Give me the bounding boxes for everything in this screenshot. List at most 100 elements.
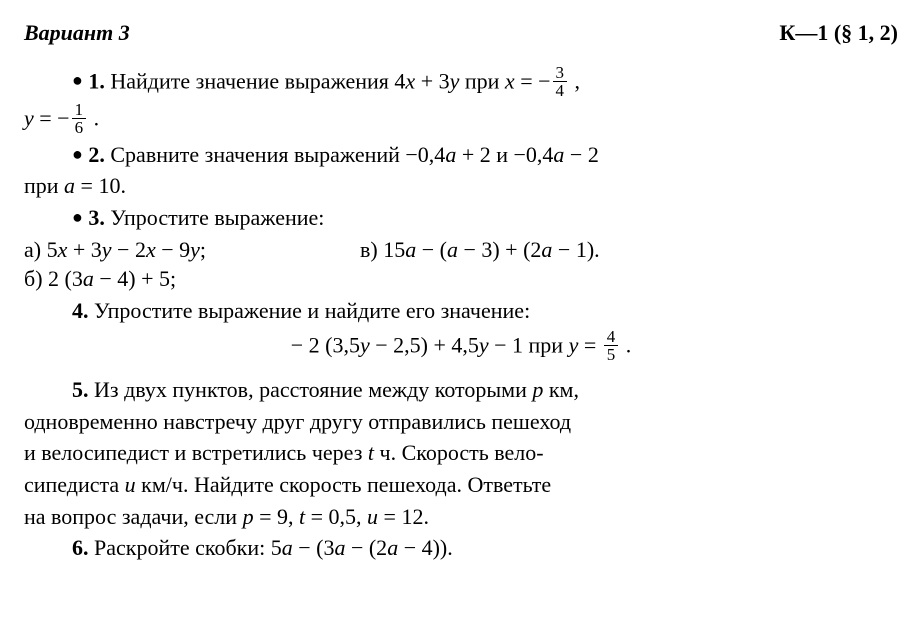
text: Упростите выражение и найдите его значен… <box>94 298 530 323</box>
text: − 2 <box>564 142 598 167</box>
header-ref: К—1 (§ 1, 2) <box>779 18 898 48</box>
text: Упростите выражение: <box>110 205 324 230</box>
text: км, <box>543 377 579 402</box>
var-a: a <box>447 237 458 262</box>
var-x: x <box>505 68 515 93</box>
text: при <box>24 173 64 198</box>
var-u: u <box>125 472 136 497</box>
fraction: 45 <box>604 328 619 363</box>
text: = <box>578 332 601 357</box>
problem-3a: а) 5x + 3y − 2x − 9y; <box>24 235 360 265</box>
text: . <box>620 332 631 357</box>
var-x: x <box>405 68 415 93</box>
variant-title: Вариант 3 <box>24 18 130 48</box>
var-y: y <box>479 332 489 357</box>
var-x: x <box>146 237 156 262</box>
problem-4-expr: − 2 (3,5y − 2,5) + 4,5y − 1 при y = 45 . <box>24 330 898 365</box>
text: = 9, <box>254 504 299 529</box>
problem-5-l2: одновременно навстречу друг другу отправ… <box>24 407 898 437</box>
text: = 10. <box>75 173 126 198</box>
text: + 2 и −0,4 <box>456 142 553 167</box>
bullet-icon: ● <box>72 70 83 90</box>
var-a: a <box>387 535 398 560</box>
text: − 9 <box>156 237 190 262</box>
text: , <box>569 68 580 93</box>
problem-3v: в) 15a − (a − 3) + (2a − 1). <box>360 235 898 265</box>
text: − (3 <box>293 535 335 560</box>
text: + 3 <box>67 237 101 262</box>
var-y: y <box>450 68 460 93</box>
text: − 1 при <box>489 332 569 357</box>
text: − (2 <box>345 535 387 560</box>
bullet-icon: ● <box>72 207 83 227</box>
problem-1: ● 1. Найдите значение выражения 4x + 3y … <box>24 66 898 101</box>
label: б) <box>24 266 48 291</box>
fraction: 34 <box>553 64 568 99</box>
header: Вариант 3 К—1 (§ 1, 2) <box>24 18 898 48</box>
problem-number: 4. <box>72 298 89 323</box>
text: = 0,5, <box>305 504 367 529</box>
problem-5-l4: сипедиста u км/ч. Найдите скорость пешех… <box>24 470 898 500</box>
text: + 3 <box>415 68 449 93</box>
text: Из двух пунктов, расстояние между которы… <box>94 377 532 402</box>
text: при <box>459 68 505 93</box>
text: Сравните значения выражений −0,4 <box>110 142 445 167</box>
var-y: y <box>569 332 579 357</box>
text: км/ч. Найдите скорость пешехода. Ответьт… <box>136 472 552 497</box>
text: ; <box>200 237 206 262</box>
text: одновременно навстречу друг другу отправ… <box>24 409 571 434</box>
text: 15 <box>383 237 405 262</box>
text: = − <box>515 68 551 93</box>
text: − 4)). <box>398 535 453 560</box>
problem-2-line2: при a = 10. <box>24 171 898 201</box>
text: − 1). <box>552 237 599 262</box>
problem-1-line2: y = −16 . <box>24 103 898 138</box>
text: на вопрос задачи, если <box>24 504 243 529</box>
text: Найдите значение выражения 4 <box>110 68 405 93</box>
problem-2: ● 2. Сравните значения выражений −0,4a +… <box>24 140 898 170</box>
text: − 2 (3,5 <box>291 332 360 357</box>
var-p: p <box>243 504 254 529</box>
var-a: a <box>445 142 456 167</box>
var-p: p <box>532 377 543 402</box>
var-u: u <box>367 504 378 529</box>
label: а) <box>24 237 47 262</box>
bullet-icon: ● <box>72 144 83 164</box>
text: сипедиста <box>24 472 125 497</box>
fraction: 16 <box>72 101 87 136</box>
var-a: a <box>541 237 552 262</box>
problem-6: 6. Раскройте скобки: 5a − (3a − (2a − 4)… <box>24 533 898 563</box>
problem-number: 2. <box>88 142 105 167</box>
var-a: a <box>83 266 94 291</box>
problem-number: 5. <box>72 377 89 402</box>
problem-3b: б) 2 (3a − 4) + 5; <box>24 264 898 294</box>
text: − 2 <box>112 237 146 262</box>
problem-5-l3: и велосипедист и встретились через t ч. … <box>24 438 898 468</box>
problem-number: 1. <box>88 68 105 93</box>
var-y: y <box>360 332 370 357</box>
text: 5 <box>47 237 58 262</box>
text: Раскройте скобки: 5 <box>94 535 282 560</box>
problem-3: ● 3. Упростите выражение: <box>24 203 898 233</box>
text: − ( <box>416 237 447 262</box>
problem-4: 4. Упростите выражение и найдите его зна… <box>24 296 898 326</box>
var-a: a <box>282 535 293 560</box>
problem-5-l5: на вопрос задачи, если p = 9, t = 0,5, u… <box>24 502 898 532</box>
var-a: a <box>553 142 564 167</box>
text: ч. Скорость вело- <box>374 440 544 465</box>
label: в) <box>360 237 383 262</box>
text: . <box>88 105 99 130</box>
text: = − <box>34 105 70 130</box>
var-a: a <box>64 173 75 198</box>
text: = 12. <box>378 504 429 529</box>
problem-5: 5. Из двух пунктов, расстояние между кот… <box>24 375 898 405</box>
var-y: y <box>24 105 34 130</box>
problem-number: 6. <box>72 535 89 560</box>
var-a: a <box>334 535 345 560</box>
problem-number: 3. <box>88 205 105 230</box>
var-y: y <box>102 237 112 262</box>
text: − 4) + 5; <box>94 266 176 291</box>
var-y: y <box>190 237 200 262</box>
text: − 2,5) + 4,5 <box>370 332 479 357</box>
text: 2 (3 <box>48 266 83 291</box>
